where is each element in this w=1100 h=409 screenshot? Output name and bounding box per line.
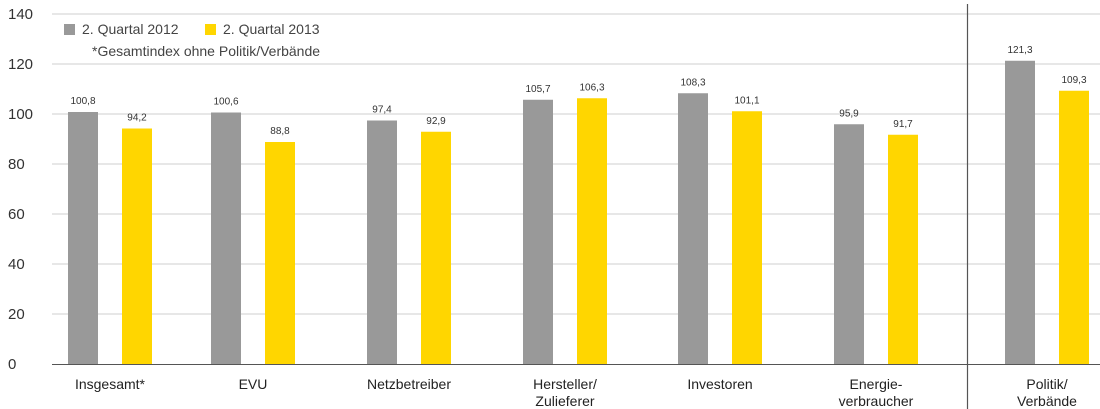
x-tick-label: Energie-verbraucher — [839, 376, 914, 409]
legend-label-2013: 2. Quartal 2013 — [223, 21, 320, 37]
bar — [888, 134, 918, 364]
data-label: 108,3 — [680, 77, 705, 88]
data-label: 92,9 — [426, 116, 446, 127]
bar — [678, 93, 708, 364]
bar — [421, 131, 451, 364]
y-tick-label: 120 — [8, 56, 33, 73]
y-tick-label: 40 — [8, 256, 25, 273]
data-label: 121,3 — [1007, 45, 1032, 56]
axes: 0 20 40 60 80 100 120 140 Insgesamt* EVU Netzbetre… — [8, 4, 1100, 409]
legend-swatch-2012 — [64, 24, 75, 35]
data-label: 91,7 — [893, 119, 913, 130]
legend-swatch-2013 — [205, 24, 216, 35]
data-label: 105,7 — [525, 84, 550, 95]
bar — [732, 111, 762, 364]
bar — [577, 98, 607, 364]
x-tick-label: EVU — [239, 376, 268, 392]
bar — [367, 120, 397, 364]
gridlines — [52, 13, 1100, 315]
data-label: 88,8 — [270, 126, 290, 137]
y-tick-label: 0 — [8, 356, 16, 373]
x-tick-label: Insgesamt* — [75, 376, 146, 392]
y-tick-label: 60 — [8, 206, 25, 223]
bar — [211, 112, 241, 364]
bar — [834, 124, 864, 364]
bar — [523, 99, 553, 364]
legend-label-2012: 2. Quartal 2012 — [82, 21, 179, 37]
data-label: 97,4 — [372, 105, 392, 116]
value-labels: 100,8 100,6 97,4 105,7 108,3 95,9 121,3 94,2 88,… — [70, 45, 1086, 137]
bar — [122, 128, 152, 364]
bar — [265, 142, 295, 364]
legend-footnote: *Gesamtindex ohne Politik/Verbände — [92, 43, 320, 59]
data-label: 106,3 — [579, 82, 604, 93]
bars — [68, 60, 1089, 364]
x-tick-label: Politik/Verbände — [1017, 376, 1077, 409]
bar — [1059, 90, 1089, 364]
x-tick-label: Hersteller/Zulieferer — [533, 376, 597, 409]
data-label: 100,6 — [213, 97, 238, 108]
x-tick-label: Investoren — [687, 376, 752, 392]
x-tick-label: Netzbetreiber — [367, 376, 451, 392]
data-label: 95,9 — [839, 108, 859, 119]
data-label: 94,2 — [127, 113, 147, 124]
data-label: 109,3 — [1061, 75, 1086, 86]
data-label: 100,8 — [70, 96, 95, 107]
data-label: 101,1 — [734, 95, 759, 106]
bar — [1005, 60, 1035, 364]
y-tick-label: 80 — [8, 156, 25, 173]
bar — [68, 112, 98, 364]
legend: 2. Quartal 2012 2. Quartal 2013 *Gesamti… — [64, 21, 320, 59]
y-tick-label: 140 — [8, 6, 33, 23]
y-tick-label: 20 — [8, 306, 25, 323]
y-tick-label: 100 — [8, 106, 33, 123]
